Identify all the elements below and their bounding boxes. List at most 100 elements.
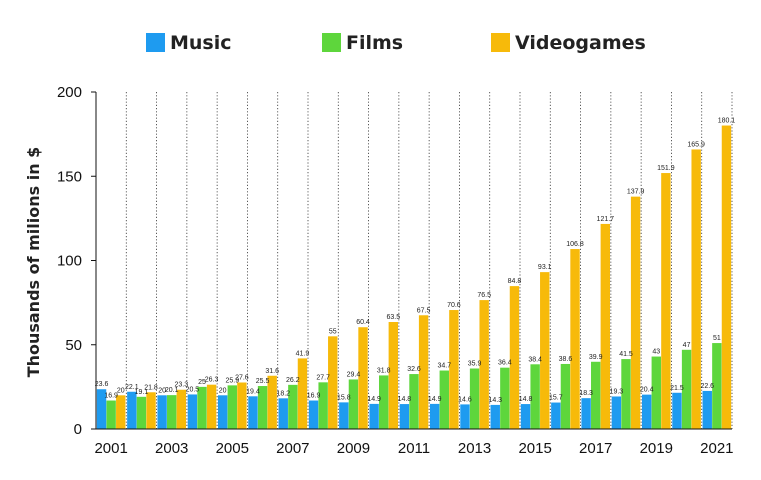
bar-films-2014	[500, 367, 510, 429]
bar-videogames-2007	[297, 358, 308, 429]
x-tick-label: 2007	[276, 440, 309, 457]
bar-videogames-2013	[479, 300, 489, 429]
bar-music-2001	[96, 389, 107, 429]
bar-films-2017	[591, 361, 601, 429]
bar-music-2015	[520, 404, 531, 429]
data-label-music-2002: 22.1	[125, 384, 139, 391]
bar-music-2019	[641, 394, 652, 429]
bar-videogames-2001	[116, 395, 126, 429]
bar-videogames-2016	[570, 249, 580, 429]
bar-films-2003	[167, 395, 177, 429]
bar-videogames-2015	[540, 272, 550, 429]
data-label-music-2017: 18.3	[579, 390, 593, 397]
data-label-music-2011: 14.8	[398, 396, 412, 403]
data-label-films-2005: 25.9	[225, 377, 239, 384]
data-labels: 23.6 22.120 20.5 20 19.4 18.2 16.9 15.8 14.9 14.8…	[95, 118, 736, 404]
bar-films-2007	[288, 384, 298, 429]
data-label-videogames-2005: 27.6	[235, 374, 249, 381]
bar-films-2018	[621, 359, 631, 429]
x-tick-label: 2011	[398, 440, 430, 457]
data-label-videogames-2016: 106.8	[566, 241, 584, 248]
bar-videogames-2003	[176, 389, 187, 429]
bar-videogames-2004	[206, 384, 217, 429]
data-label-films-2017: 39.9	[589, 354, 603, 361]
data-label-films-2013: 35.9	[468, 361, 482, 368]
bar-films-2016	[560, 363, 571, 429]
data-label-videogames-2019: 151.9	[657, 165, 675, 172]
data-label-music-2006: 19.4	[246, 388, 260, 395]
data-label-films-2014: 36.4	[498, 360, 512, 367]
data-label-music-2015: 14.8	[519, 396, 533, 403]
bar-videogames-2010	[388, 322, 399, 429]
data-label-music-2003: 20	[158, 387, 166, 394]
bar-music-2011	[399, 404, 410, 429]
legend-swatch-films	[322, 33, 341, 52]
bar-videogames-2009	[358, 327, 368, 429]
bar-films-2001	[106, 400, 116, 429]
x-tick-label: 2001	[94, 440, 127, 457]
bar-videogames-2006	[267, 375, 277, 429]
bar-music-2013	[460, 404, 470, 429]
data-label-films-2003: 20.1	[165, 387, 179, 394]
bar-music-2004	[187, 394, 198, 429]
data-label-videogames-2009: 60.4	[356, 319, 370, 326]
bar-music-2002	[127, 391, 137, 429]
bar-films-2009	[348, 379, 359, 429]
y-tick-label: 150	[57, 168, 82, 185]
bar-music-2012	[429, 403, 440, 429]
bar-videogames-2005	[237, 382, 247, 429]
data-label-videogames-2006: 31.6	[265, 368, 279, 375]
bar-films-2010	[379, 375, 389, 429]
y-tick-label: 200	[57, 84, 82, 101]
x-tick-label: 2019	[640, 440, 673, 457]
data-label-films-2004: 25	[198, 379, 206, 386]
bar-videogames-2011	[418, 315, 429, 429]
bar-music-2021	[702, 390, 712, 429]
legend-label-films: Films	[346, 32, 403, 54]
bar-videogames-2017	[600, 223, 611, 429]
data-label-music-2004: 20.5	[186, 386, 200, 393]
legend-label-music: Music	[170, 32, 232, 54]
data-label-films-2007: 26.2	[286, 377, 300, 384]
data-label-films-2016: 38.6	[559, 356, 573, 363]
bar-films-2008	[318, 382, 328, 429]
data-label-videogames-2007: 41.9	[296, 350, 310, 357]
bar-films-2006	[257, 386, 268, 429]
data-label-films-2021: 51	[713, 335, 721, 342]
bar-films-2012	[439, 370, 449, 429]
data-label-films-2002: 19.1	[135, 389, 149, 396]
bar-videogames-2012	[449, 310, 459, 429]
data-label-videogames-2018: 137.9	[627, 189, 645, 196]
legend: Music Films Videogames	[146, 32, 646, 54]
data-label-films-2015: 38.4	[528, 356, 542, 363]
bar-videogames-2021	[721, 125, 732, 430]
y-tick-label: 0	[74, 421, 82, 438]
x-tick-label: 2005	[216, 440, 249, 457]
data-label-films-2019: 43	[652, 349, 660, 356]
data-label-films-2020: 47	[683, 342, 691, 349]
data-label-music-2009: 15.8	[337, 394, 351, 401]
x-tick-label: 2003	[155, 440, 188, 457]
data-label-videogames-2011: 67.5	[417, 307, 431, 314]
data-label-videogames-2017: 121.7	[597, 216, 615, 223]
bar-videogames-2008	[328, 336, 338, 429]
bar-music-2020	[672, 392, 682, 429]
data-label-films-2009: 29.4	[347, 371, 361, 378]
data-label-videogames-2001: 20	[117, 387, 125, 394]
bars	[96, 125, 732, 430]
data-label-music-2019: 20.4	[640, 387, 654, 394]
bar-videogames-2020	[691, 149, 701, 429]
data-label-music-2014: 14.3	[488, 397, 502, 404]
data-label-music-2010: 14.9	[367, 396, 381, 403]
data-label-videogames-2003: 23.3	[175, 382, 189, 389]
bar-music-2018	[611, 396, 622, 429]
x-tick-label: 2013	[458, 440, 491, 457]
data-label-videogames-2004: 26.3	[205, 377, 219, 384]
bar-music-2006	[248, 396, 258, 429]
data-label-videogames-2015: 93.1	[538, 264, 552, 271]
y-axis-label: Thousands of milions in $	[24, 147, 43, 378]
data-label-videogames-2008: 55	[329, 328, 337, 335]
data-label-music-2013: 14.6	[458, 396, 472, 403]
